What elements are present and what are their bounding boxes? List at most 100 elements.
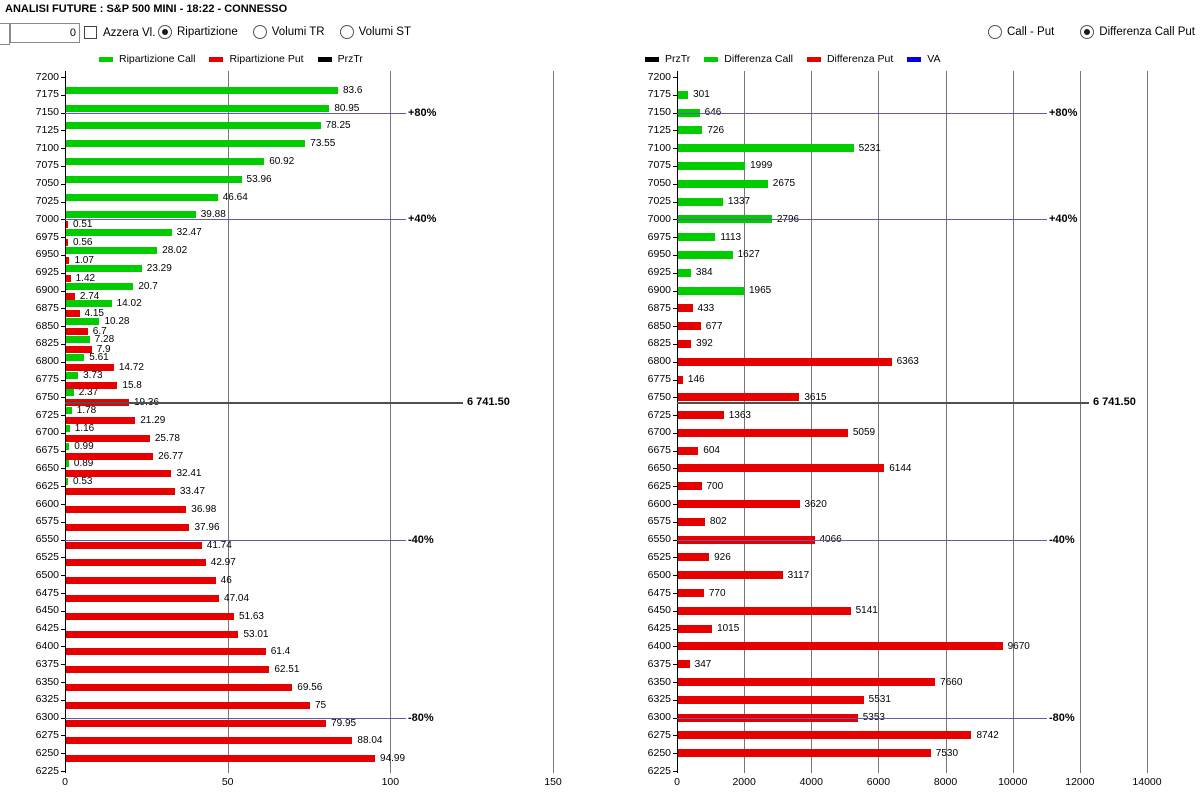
bar-value-label: 6363 [896,356,919,368]
bar-value-label: 301 [693,89,710,101]
y-tick [673,575,677,577]
radio-label: Volumi TR [271,26,325,38]
radio-icon [252,25,267,39]
bar-ripartizione-put-6825 [66,345,92,353]
legend-item: Ripartizione Put [209,53,304,65]
radio-differenza-call-put[interactable]: Differenza Call Put [1080,25,1195,39]
y-tick [673,717,677,719]
y-tick [673,237,677,239]
y-tick [673,735,677,737]
bar-value-label: 36.98 [191,504,217,516]
bar-differenza-put-6500 [678,571,783,580]
checkbox-icon [84,26,97,39]
y-tick-label: 7025 [35,195,59,208]
bar-ripartizione-put-6650 [66,470,172,478]
bar-ripartizione-call-6800 [66,353,85,361]
y-tick [61,219,65,221]
threshold-input[interactable] [10,23,80,43]
bar-ripartizione-put-6925 [66,274,71,282]
y-tick [61,450,65,452]
y-tick-label: 6925 [647,266,671,279]
grid-line [744,71,746,773]
radio-volumi-st[interactable]: Volumi ST [339,25,411,39]
radio-ripartizione[interactable]: Ripartizione [158,25,238,39]
y-tick [673,504,677,506]
y-tick-label: 6650 [35,461,59,474]
radio-label: Volumi ST [358,26,411,38]
legend-label: PrzTr [337,53,363,65]
bar-ripartizione-call-6950 [66,246,158,254]
y-tick [61,165,65,167]
bar-ripartizione-put-6725 [66,417,136,425]
y-tick-label: 6275 [647,728,671,741]
y-tick [673,682,677,684]
bar-ripartizione-call-6700 [66,424,70,432]
bar-ripartizione-put-6975 [66,239,68,247]
bar-value-label: 53.01 [243,628,269,640]
legend-label: PrzTr [665,53,691,65]
bar-value-label: 53.96 [246,173,272,185]
bar-value-label: 1337 [727,196,751,208]
radio-call-put[interactable]: Call - Put [988,25,1054,39]
bar-value-label: 770 [708,587,726,599]
y-tick-label: 6800 [35,355,59,368]
y-tick-label: 6325 [647,693,671,706]
y-tick-label: 6400 [647,639,671,652]
bar-value-label: 604 [703,445,720,457]
y-tick-label: 7200 [647,70,671,83]
bar-value-label: 20.7 [138,280,158,292]
bar-ripartizione-call-6825 [66,335,90,343]
y-tick-label: 6475 [35,586,59,599]
bar-ripartizione-put-6375 [66,666,270,674]
bar-value-label: 384 [695,267,713,279]
y-tick [61,521,65,523]
y-tick-label: 6650 [647,461,671,474]
y-tick-label: 6825 [647,337,671,350]
y-tick [61,361,65,363]
bar-value-label: 146 [687,374,705,385]
bar-ripartizione-call-7175 [66,86,338,94]
spinner-stub[interactable] [0,23,10,45]
bar-value-label: 32.47 [176,227,202,239]
y-tick [61,682,65,684]
bar-value-label: 0.51 [73,219,93,231]
bar-ripartizione-call-6850 [66,318,100,326]
y-tick [673,343,677,345]
y-tick [61,272,65,274]
y-tick-label: 6950 [647,248,671,261]
y-tick-label: 6500 [35,568,59,581]
bar-value-label: 33.47 [179,486,205,498]
y-tick [673,254,677,256]
bar-differenza-put-6750 [678,393,800,402]
ref-line [677,219,1047,221]
bar-differenza-put-6575 [678,517,705,526]
y-tick-label: 7075 [647,159,671,172]
y-tick-label: 6700 [647,426,671,439]
y-tick [673,432,677,434]
bar-value-label: 88.04 [357,735,383,747]
azzera-checkbox[interactable]: Azzera Vl. [84,26,155,39]
bar-value-label: 39.88 [200,209,226,221]
y-tick [61,753,65,755]
bar-differenza-call-6950 [678,250,733,259]
x-tick-label: 10000 [998,776,1028,788]
bar-value-label: 392 [696,338,713,350]
window-title: ANALISI FUTURE : S&P 500 MINI - 18:22 - … [5,3,288,15]
y-tick [61,183,65,185]
legend-item: PrzTr [645,53,690,65]
bar-value-label: 5.61 [89,351,109,363]
bar-differenza-put-6450 [678,606,851,615]
y-tick-label: 6875 [35,301,59,314]
ref-line [65,112,406,114]
bar-value-label: 9670 [1007,640,1030,652]
bar-value-label: 83.6 [342,84,363,96]
grid-line [1079,71,1081,773]
bar-value-label: 32.41 [176,468,202,480]
bar-value-label: 5059 [852,427,876,439]
x-tick-label: 150 [544,776,562,788]
bar-value-label: 3.73 [83,369,103,381]
bar-value-label: 79.95 [331,717,357,729]
bar-value-label: 26.77 [158,450,184,462]
bar-differenza-put-6850 [678,322,701,331]
radio-volumi-tr[interactable]: Volumi TR [252,25,325,39]
